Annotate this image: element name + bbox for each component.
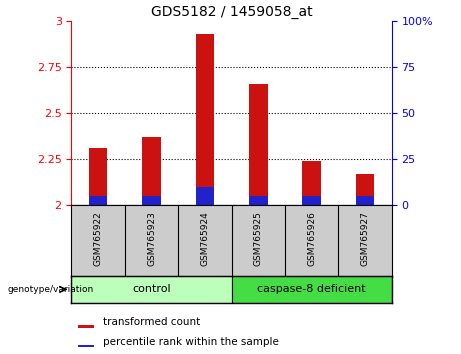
Text: GSM765923: GSM765923 bbox=[147, 211, 156, 266]
Bar bbox=[71, 276, 231, 303]
Text: transformed count: transformed count bbox=[103, 318, 201, 327]
Text: GSM765927: GSM765927 bbox=[361, 211, 370, 266]
Bar bbox=[231, 276, 392, 303]
Bar bbox=[78, 325, 94, 328]
Text: GSM765922: GSM765922 bbox=[94, 211, 103, 266]
Text: GSM765926: GSM765926 bbox=[307, 211, 316, 266]
Bar bbox=[302, 196, 321, 205]
Text: caspase-8 deficient: caspase-8 deficient bbox=[257, 284, 366, 295]
Bar bbox=[142, 137, 161, 205]
Bar bbox=[356, 196, 374, 205]
Title: GDS5182 / 1459058_at: GDS5182 / 1459058_at bbox=[151, 5, 313, 19]
Text: genotype/variation: genotype/variation bbox=[7, 285, 94, 294]
Text: GSM765925: GSM765925 bbox=[254, 211, 263, 266]
Text: percentile rank within the sample: percentile rank within the sample bbox=[103, 337, 279, 347]
Bar bbox=[78, 345, 94, 347]
Bar bbox=[142, 196, 161, 205]
Bar bbox=[89, 196, 107, 205]
Bar bbox=[249, 196, 268, 205]
Text: GSM765924: GSM765924 bbox=[201, 211, 209, 266]
Bar bbox=[249, 84, 268, 205]
Bar bbox=[356, 174, 374, 205]
Bar bbox=[195, 187, 214, 205]
Bar bbox=[302, 161, 321, 205]
Bar bbox=[89, 148, 107, 205]
Bar bbox=[195, 34, 214, 205]
Text: control: control bbox=[132, 284, 171, 295]
